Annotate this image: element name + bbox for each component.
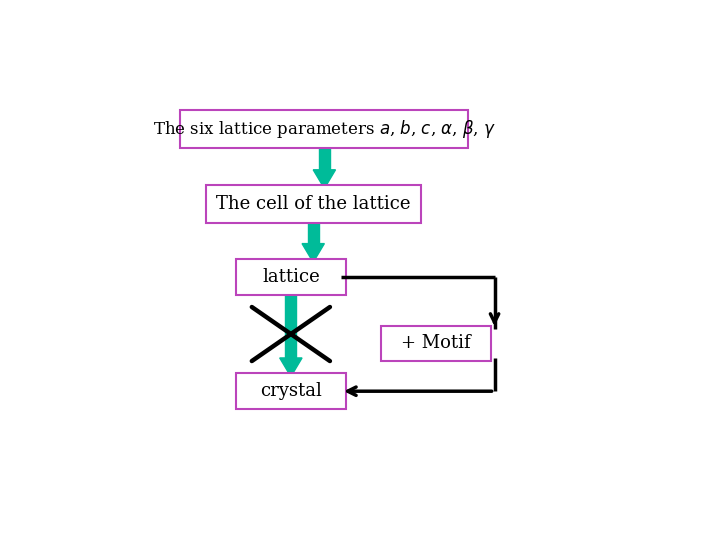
- FancyBboxPatch shape: [382, 326, 490, 361]
- Text: The six lattice parameters $a$, $b$, $c$, $\alpha$, $\beta$, $\gamma$: The six lattice parameters $a$, $b$, $c$…: [153, 118, 496, 140]
- Polygon shape: [307, 220, 319, 244]
- Polygon shape: [279, 358, 302, 377]
- FancyBboxPatch shape: [236, 259, 346, 295]
- FancyBboxPatch shape: [236, 373, 346, 409]
- Polygon shape: [302, 244, 324, 262]
- FancyBboxPatch shape: [181, 110, 468, 148]
- Text: lattice: lattice: [262, 268, 320, 286]
- Polygon shape: [285, 292, 297, 358]
- Text: crystal: crystal: [260, 382, 322, 400]
- Polygon shape: [319, 145, 330, 170]
- Text: The cell of the lattice: The cell of the lattice: [216, 195, 410, 213]
- Polygon shape: [313, 170, 336, 188]
- Text: + Motif: + Motif: [401, 334, 471, 353]
- FancyBboxPatch shape: [205, 185, 421, 223]
